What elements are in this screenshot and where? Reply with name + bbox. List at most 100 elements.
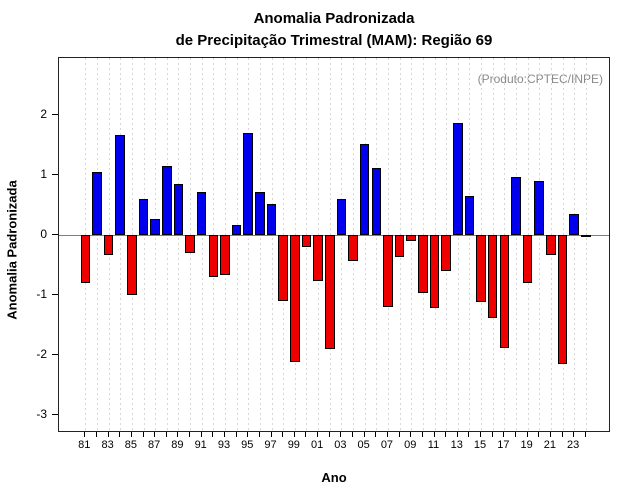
x-tick [340,432,342,437]
x-tick [503,432,505,437]
anomaly-bar [534,181,545,236]
x-tick [549,432,551,437]
x-tick [142,432,144,437]
x-tick-label: 95 [241,439,254,451]
x-tick-label: 81 [78,439,91,451]
x-tick [433,432,435,437]
anomaly-bar [185,235,195,254]
anomaly-bar [336,199,347,236]
anomaly-bar [499,235,510,349]
x-tick-label: 07 [380,439,394,451]
year-gridline [248,58,250,431]
y-tick-label: 1 [40,167,47,182]
anomaly-bar [429,235,440,309]
anomaly-bar [406,235,416,242]
x-tick [212,432,214,437]
anomaly-bar [92,172,102,236]
anomaly-bar [115,134,125,236]
year-gridline [120,58,122,431]
anomaly-bar [511,176,521,236]
x-tick-label: 03 [334,439,347,451]
anomaly-bar [348,235,358,262]
x-tick-label: 13 [450,439,463,451]
year-gridline [259,58,261,431]
anomaly-bar [394,235,405,258]
x-tick [456,432,458,437]
anomaly-bar [208,235,219,278]
x-tick [375,432,377,437]
x-axis-label: Ano [321,470,347,485]
x-tick-label: 91 [194,439,207,451]
x-tick [293,432,295,437]
x-tick [352,432,354,437]
anomaly-bar [278,235,288,302]
x-tick [165,432,167,437]
year-gridline [585,58,587,431]
x-tick [561,432,563,437]
y-tick [52,233,58,235]
anomaly-bar [418,235,428,294]
x-tick [584,432,586,437]
y-tick-label: 2 [40,107,47,122]
anomaly-bar [487,235,498,319]
x-tick [258,432,260,437]
x-tick-label: 19 [520,439,533,451]
x-tick [421,432,423,437]
year-gridline [515,58,517,431]
x-tick [130,432,132,437]
x-tick [223,432,225,437]
year-gridline [166,58,168,431]
anomaly-bar [557,235,568,365]
y-tick [52,113,58,115]
anomaly-bar [103,235,114,256]
anomaly-bar [546,235,556,256]
x-tick [154,432,156,437]
x-tick [398,432,400,437]
year-gridline [178,58,180,431]
anomaly-bar [138,198,149,236]
anomaly-bar [522,235,533,283]
x-tick-label: 15 [473,439,487,451]
anomaly-bar [290,235,300,363]
x-tick [270,432,272,437]
y-tick [52,293,58,295]
x-tick [200,432,202,437]
x-tick [189,432,191,437]
x-tick-label: 85 [124,439,137,451]
x-tick-label: 97 [264,439,277,451]
anomaly-bar [231,224,242,236]
x-tick [445,432,447,437]
x-tick [95,432,97,437]
x-tick [247,432,249,437]
x-tick [84,432,86,437]
x-tick [468,432,470,437]
y-tick-label: 0 [40,227,47,242]
year-gridline [201,58,203,431]
chart-title-line1: Anomalia Padronizada [253,10,415,27]
x-tick-label: 01 [310,439,324,451]
x-tick [410,432,412,437]
x-tick [573,432,575,437]
x-tick [491,432,493,437]
anomaly-bar [313,235,323,282]
anomaly-bar [581,235,591,238]
x-tick [235,432,237,437]
x-tick [386,432,388,437]
x-tick [177,432,179,437]
year-gridline [364,58,366,431]
x-tick-label: 21 [543,439,557,451]
x-tick-label: 23 [567,439,580,451]
x-tick-label: 11 [427,439,440,451]
x-tick [363,432,365,437]
year-gridline [574,58,576,431]
chart-title: Anomalia Padronizada de Precipitação Tri… [58,8,610,52]
anomaly-bar [476,235,486,303]
anomaly-bar [161,166,172,236]
anomaly-bar [80,235,91,284]
x-tick-label: 99 [287,439,300,451]
anomaly-bar [255,192,265,236]
anomaly-bar [150,218,160,236]
y-tick-label: -1 [36,287,47,302]
year-gridline [96,58,98,431]
